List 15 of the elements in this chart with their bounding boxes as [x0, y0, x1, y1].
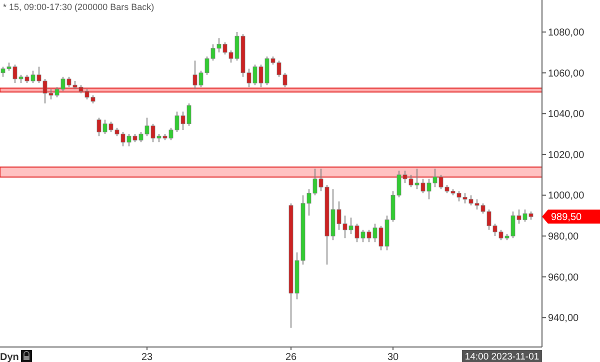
- text: 989,50: [551, 212, 582, 224]
- text: Dyn: [0, 352, 19, 362]
- y-tick-label: 1000,00: [548, 190, 585, 202]
- x-tick-label: 26: [285, 352, 297, 362]
- y-tick-label: 1060,00: [548, 68, 585, 80]
- y-tick-label: 1080,00: [548, 28, 585, 39]
- y-tick-label: 940,00: [548, 313, 580, 324]
- y-tick-label: 1040,00: [548, 109, 585, 120]
- x-tick-label: 30: [387, 352, 399, 362]
- y-tick-label: 1020,00: [548, 150, 585, 161]
- text: 14:00 2023-11-01: [464, 352, 540, 362]
- y-tick-label: 980,00: [548, 232, 580, 243]
- y-tick-label: 960,00: [548, 272, 580, 284]
- x-tick-label: 23: [141, 352, 153, 362]
- chart-title: * 15, 09:00-17:30 (200000 Bars Back): [3, 2, 154, 12]
